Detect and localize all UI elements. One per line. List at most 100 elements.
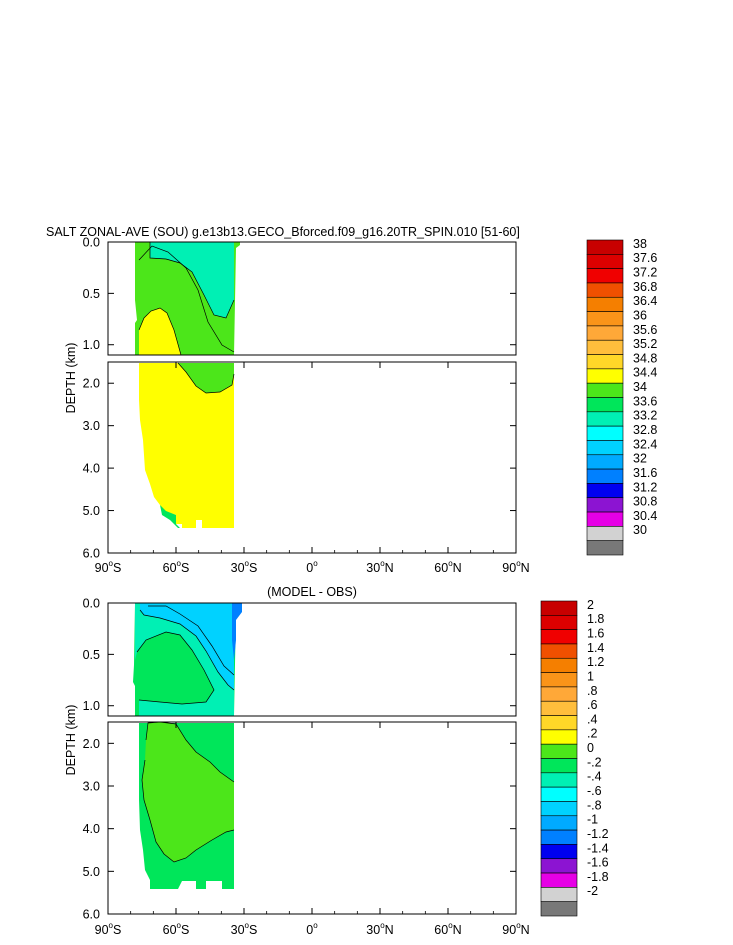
y-tick-label: 3.0 bbox=[83, 419, 100, 433]
y-tick-label: 0.0 bbox=[83, 236, 100, 250]
x-tick-value: 90 bbox=[502, 561, 516, 575]
degree-mark: o bbox=[177, 921, 182, 930]
colorbar-swatch bbox=[540, 887, 578, 902]
colorbar-swatch bbox=[586, 354, 624, 370]
colorbar-label: 1.4 bbox=[587, 641, 604, 655]
colorbar-label: -.2 bbox=[587, 755, 602, 769]
contour-line bbox=[139, 609, 235, 691]
colorbar-swatch bbox=[586, 368, 624, 384]
region-lower-top bbox=[178, 363, 234, 393]
contour-line bbox=[141, 759, 235, 863]
chart-title: SALT ZONAL-AVE (SOU) g.e13b13.GECO_Bforc… bbox=[46, 225, 520, 239]
x-tick-label: 60oS bbox=[163, 921, 190, 937]
upper-contour-fill bbox=[133, 603, 242, 716]
x-tick-value: 60 bbox=[163, 923, 177, 937]
colorbar-swatch bbox=[586, 397, 624, 413]
upper-plot-frame bbox=[107, 602, 517, 717]
contour-line bbox=[148, 605, 235, 676]
x-tick-label: 0o bbox=[306, 559, 318, 575]
colorbar-swatch bbox=[540, 829, 578, 845]
hemisphere-mark: N bbox=[385, 561, 394, 575]
colorbar-label: 31.6 bbox=[633, 466, 657, 480]
colorbar-label: 34.8 bbox=[633, 351, 657, 365]
colorbar: 3837.637.236.836.43635.635.234.834.43433… bbox=[586, 237, 657, 556]
upper-contour-fill bbox=[135, 242, 240, 356]
degree-mark: o bbox=[380, 921, 385, 930]
x-tick-label: 30oS bbox=[231, 559, 258, 575]
contour-line bbox=[145, 721, 235, 783]
colorbar-label: 0 bbox=[587, 741, 594, 755]
degree-mark: o bbox=[109, 559, 114, 568]
region-lower-bg bbox=[139, 363, 234, 528]
y-tick-label: 2.0 bbox=[83, 377, 100, 391]
colorbar-swatch bbox=[586, 268, 624, 284]
x-tick-label: 90oN bbox=[502, 921, 529, 937]
y-tick-label: 5.0 bbox=[83, 504, 100, 518]
region-lower-edge bbox=[160, 505, 180, 528]
y-axis-label: DEPTH (km) bbox=[64, 705, 78, 776]
axes: 90oS 60oS 30oS 0o 30oN 60oN 90oN0.00.51.02.03.… bbox=[64, 597, 530, 938]
colorbar-label: 32.8 bbox=[633, 423, 657, 437]
lower-contour-fill bbox=[139, 362, 235, 528]
y-axis-label: DEPTH (km) bbox=[64, 343, 78, 414]
colorbar-label: .2 bbox=[587, 727, 597, 741]
colorbar-swatch bbox=[540, 844, 578, 860]
colorbar-swatch bbox=[540, 615, 578, 630]
colorbar-swatch bbox=[540, 686, 578, 702]
colorbar-swatch bbox=[586, 254, 624, 269]
colorbar-swatch bbox=[586, 497, 624, 513]
colorbar-swatch bbox=[540, 786, 578, 802]
x-tick-value: 30 bbox=[231, 561, 245, 575]
colorbar-label: 2 bbox=[587, 598, 594, 612]
colorbar-label: -1.2 bbox=[587, 827, 609, 841]
x-tick-value: 90 bbox=[95, 923, 109, 937]
colorbar-label: 30.8 bbox=[633, 495, 657, 509]
colorbar-swatch bbox=[540, 715, 578, 731]
colorbar-swatch bbox=[586, 339, 624, 355]
hemisphere-mark: S bbox=[181, 561, 189, 575]
colorbar-label: 1.8 bbox=[587, 612, 604, 626]
colorbar-label: 30.4 bbox=[633, 509, 657, 523]
x-tick-label: 30oN bbox=[366, 559, 393, 575]
colorbar-label: .8 bbox=[587, 684, 597, 698]
colorbar-swatch bbox=[586, 325, 624, 341]
difference-panel: (MODEL - OBS) 90oS 60oS 30oS 0o 30oN 60oN 90oN… bbox=[64, 585, 609, 937]
x-tick-label: 60oS bbox=[163, 559, 190, 575]
hemisphere-mark: S bbox=[181, 923, 189, 937]
x-tick-value: 0 bbox=[306, 561, 313, 575]
colorbar-label: 31.2 bbox=[633, 480, 657, 494]
colorbar-label: 34.4 bbox=[633, 366, 657, 380]
x-tick-label: 90oS bbox=[95, 921, 122, 937]
colorbar-label: -.6 bbox=[587, 784, 602, 798]
x-tick-label: 90oS bbox=[95, 559, 122, 575]
colorbar-label: 38 bbox=[633, 237, 647, 251]
colorbar-label: 32.4 bbox=[633, 437, 657, 451]
colorbar-swatch bbox=[540, 729, 578, 745]
colorbar-label: .6 bbox=[587, 698, 597, 712]
colorbar-label: -2 bbox=[587, 884, 598, 898]
colorbar-label: 34 bbox=[633, 380, 647, 394]
degree-mark: o bbox=[313, 559, 318, 568]
hemisphere-mark: N bbox=[385, 923, 394, 937]
x-tick-value: 60 bbox=[434, 923, 448, 937]
colorbar-label: -1.6 bbox=[587, 856, 609, 870]
contour-line bbox=[136, 631, 215, 705]
degree-mark: o bbox=[448, 559, 453, 568]
hemisphere-mark: N bbox=[521, 923, 530, 937]
y-tick-label: 6.0 bbox=[83, 908, 100, 922]
colorbar-swatch bbox=[540, 743, 578, 759]
hemisphere-mark: N bbox=[453, 923, 462, 937]
colorbar-label: 35.2 bbox=[633, 337, 657, 351]
colorbar-label: 1.2 bbox=[587, 655, 604, 669]
degree-mark: o bbox=[313, 921, 318, 930]
region-upper-blob bbox=[140, 603, 234, 690]
x-tick-label: 30oN bbox=[366, 921, 393, 937]
colorbar-swatch bbox=[540, 758, 578, 774]
x-tick-value: 30 bbox=[366, 923, 380, 937]
hemisphere-mark: S bbox=[249, 923, 257, 937]
contour-line bbox=[177, 362, 235, 394]
colorbar-swatch bbox=[586, 511, 624, 527]
colorbar-swatch bbox=[540, 872, 578, 888]
colorbar-swatch bbox=[586, 382, 624, 398]
